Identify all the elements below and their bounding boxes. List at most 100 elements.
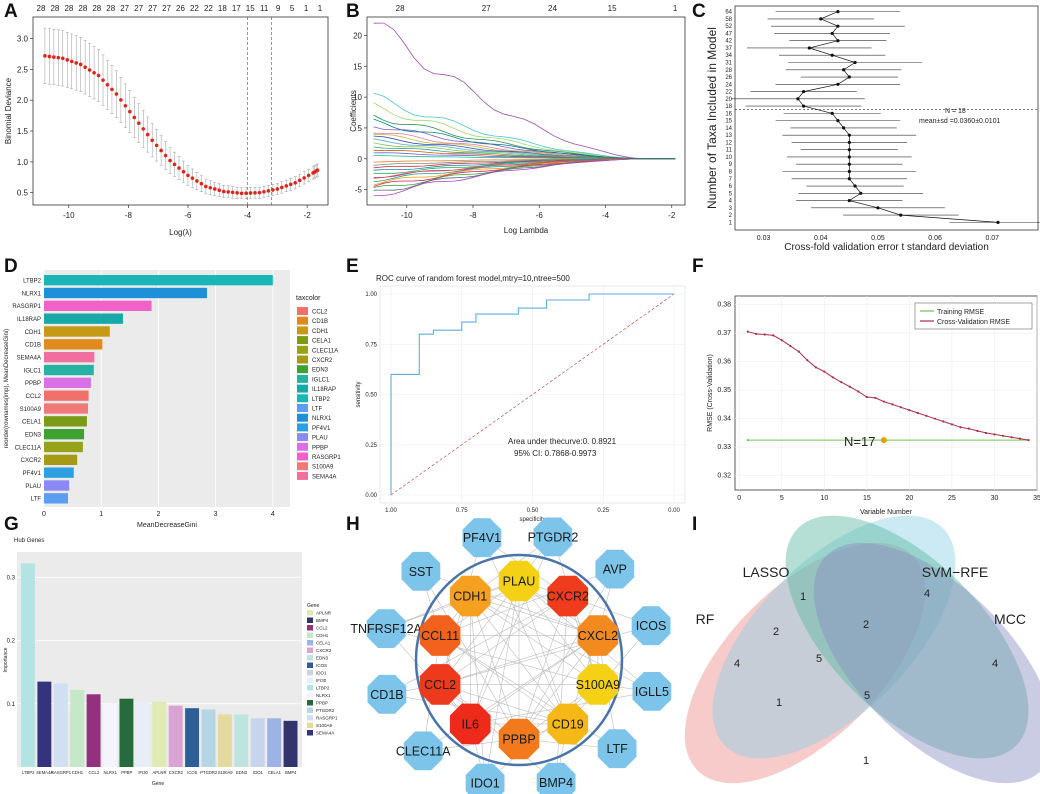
deviance-point (43, 54, 47, 58)
category-label: PLAU (25, 484, 41, 490)
top-tick-label: 27 (162, 4, 171, 13)
top-tick-label: 1 (318, 4, 323, 13)
importance-bar (44, 300, 152, 311)
x-axis-label: Log(λ) (169, 228, 192, 237)
legend-label: RASGRP1 (312, 455, 341, 461)
rmse-point (857, 390, 860, 393)
importance-bar (135, 701, 150, 767)
panel-c-cv-error: 1234567891011121314151618202224262831343… (705, 5, 1040, 253)
y-tick-label: 15 (725, 119, 732, 125)
top-tick-label: 17 (232, 4, 241, 13)
legend-swatch (307, 625, 313, 631)
legend-swatch (307, 610, 313, 616)
outer-node-shape (462, 518, 502, 558)
y-tick-label: 0.38 (717, 302, 731, 309)
rmse-point (874, 396, 877, 399)
top-tick-label: 27 (134, 4, 143, 13)
deviance-point (47, 54, 52, 59)
y-axis-label: Binomial Deviance (4, 77, 13, 144)
deviance-point (60, 56, 65, 61)
importance-bar (21, 563, 35, 767)
deviance-point (69, 59, 74, 64)
legend-swatch (297, 326, 308, 335)
x-tick-label: 0.50 (527, 508, 539, 514)
y-tick-label: 0.35 (717, 387, 731, 394)
legend-label: CXCR2 (316, 648, 332, 653)
deviance-point (271, 188, 275, 192)
deviance-point (275, 187, 280, 191)
legend-swatch (297, 384, 308, 393)
legend-swatch (307, 692, 313, 698)
inner-node: PPBP (498, 718, 540, 760)
y-tick-label: 47 (725, 31, 732, 37)
x-tick-label: 15 (863, 495, 871, 502)
outer-node-shape (597, 729, 637, 769)
legend-swatch (297, 442, 308, 451)
rmse-point (1001, 434, 1005, 437)
legend-swatch (307, 670, 313, 676)
outer-node: LTF (597, 729, 637, 769)
x-tick-label: 0 (737, 495, 741, 502)
venn-set-1 (712, 515, 956, 759)
rmse-point (950, 423, 954, 426)
inner-node-label: CCL2 (424, 678, 456, 692)
inner-node-shape (449, 575, 491, 617)
deviance-point (302, 176, 306, 180)
outer-node-label: TNFRSF12A (350, 622, 422, 636)
y-tick-label: 37 (725, 46, 732, 52)
outer-node-shape (401, 551, 441, 591)
x-axis-label: Log Lambda (504, 226, 549, 235)
network-edge (439, 580, 520, 685)
outer-node-shape (595, 549, 635, 589)
category-label: CXCR2 (169, 770, 184, 775)
deviance-point (315, 168, 320, 172)
legend-label: IDO1 (316, 671, 327, 676)
legend-label: RASGRP1 (316, 716, 338, 721)
top-tick-label: 28 (396, 4, 405, 13)
legend-swatch (297, 355, 308, 364)
rmse-point (933, 417, 937, 420)
x-tick-label: -2 (668, 211, 676, 220)
rmse-point (916, 411, 920, 415)
panel-e-roc-curve: 1.00 0.75 0.50 0.25 0.00 0.00 0.25 0.50 0.75 1.00… (356, 274, 686, 523)
x-axis-label: Gene (152, 781, 164, 787)
venn-set-3 (813, 542, 1040, 784)
y-axis-label: reorder(rownames(imp), MeanDecreaseGini) (4, 329, 10, 448)
y-tick-label: 52 (725, 24, 732, 30)
rmse-point (908, 409, 911, 412)
top-tick-label: 15 (246, 4, 255, 13)
rmse-point (772, 334, 775, 337)
category-label: RASGRP1 (51, 770, 72, 775)
top-tick-label: 1 (673, 4, 678, 13)
legend-label: LTBP2 (316, 686, 330, 691)
inner-node: CD19 (547, 703, 589, 745)
rmse-point (882, 400, 885, 403)
importance-bar (44, 390, 89, 401)
deviance-point (293, 181, 298, 185)
cv-line (797, 11, 999, 223)
deviance-point (221, 189, 226, 194)
importance-bar (267, 718, 282, 767)
network-edge (470, 595, 568, 725)
outer-node: PF4V1 (462, 518, 502, 558)
legend-swatch (297, 433, 308, 442)
top-tick-label: 28 (37, 4, 46, 13)
y-tick-label: 5 (729, 191, 733, 197)
rmse-point (959, 426, 962, 429)
legend-swatch (297, 413, 308, 422)
inner-node-shape (547, 703, 589, 745)
top-tick-label: 28 (50, 4, 59, 13)
category-label: PTGDR2 (200, 770, 218, 775)
deviance-point (257, 190, 262, 195)
annotation-n: N=17 (844, 434, 875, 449)
venn-set-2 (785, 515, 1029, 759)
inner-node-label: CDH1 (453, 590, 487, 604)
inner-node-label: IL6 (462, 717, 479, 731)
y-axis-label: sensitivity (356, 381, 362, 407)
rmse-point (831, 376, 834, 379)
importance-bar (234, 714, 249, 767)
legend-label: CD1B (312, 319, 328, 325)
venn-count: 1 (800, 591, 806, 603)
x-tick-label: 1 (99, 511, 103, 518)
